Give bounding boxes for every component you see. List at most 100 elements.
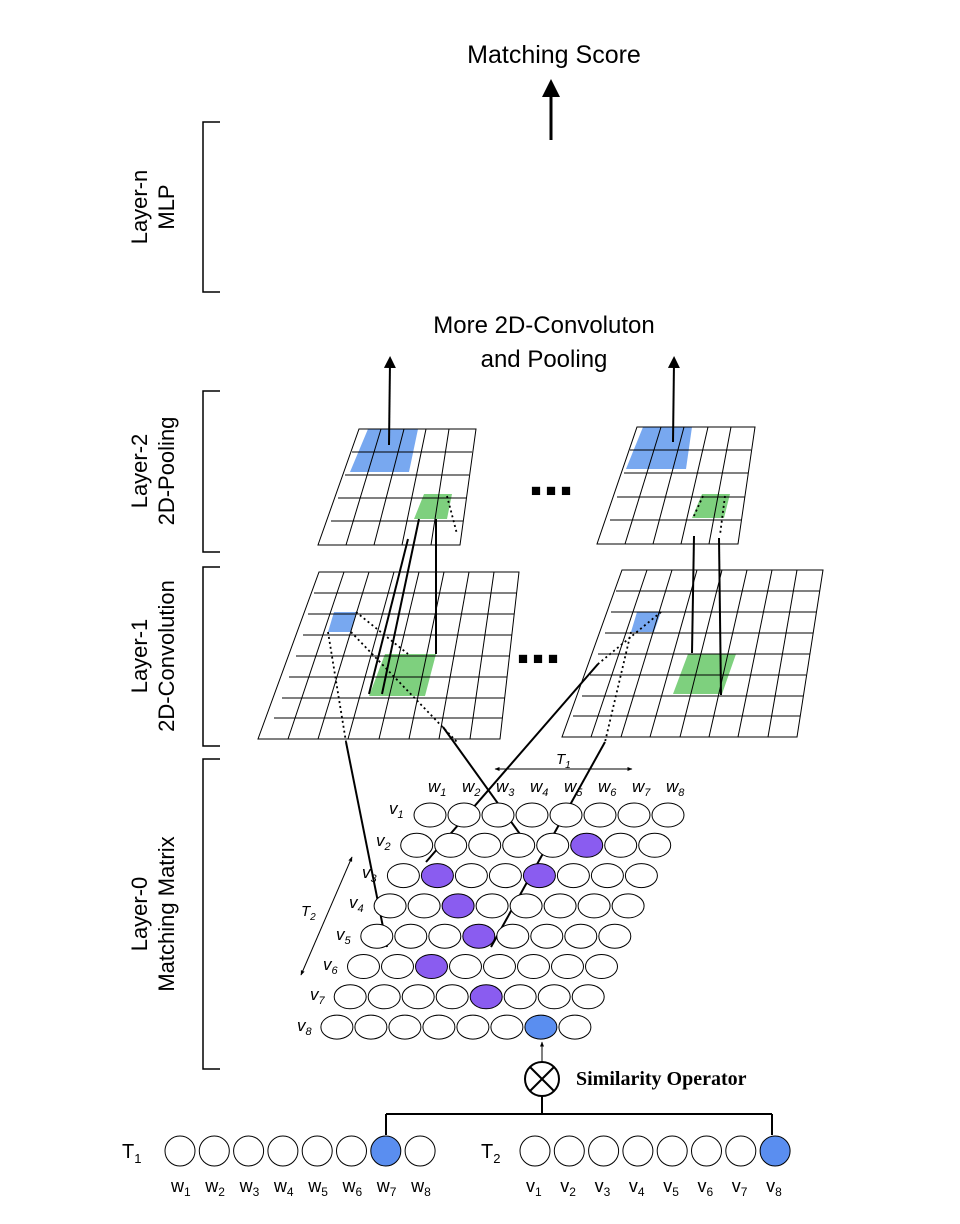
matrix-cell-v1-w3 bbox=[481, 802, 515, 828]
text2-nodes: v1 v2 v3 v4 v5 v6 v7 v8 bbox=[519, 1135, 791, 1199]
matrix-column-labels: w1 w2 w3 w4 w5 w6 w7 w8 bbox=[428, 777, 685, 799]
conv-left-green-cell bbox=[369, 654, 436, 696]
text2-word-label-8: v8 bbox=[766, 1176, 782, 1199]
layer-n-line2: MLP bbox=[154, 184, 179, 229]
row-label-v2: v2 bbox=[376, 831, 391, 853]
matrix-cell-v6-w7 bbox=[551, 954, 584, 979]
matrix-cell-v8-w6 bbox=[490, 1014, 524, 1040]
matrix-cell-v2-w3 bbox=[468, 832, 502, 858]
matrix-cell-v3-w7 bbox=[590, 863, 624, 889]
matrix-cell-v2-w2 bbox=[434, 832, 468, 858]
text1-word-label-4: w4 bbox=[273, 1176, 294, 1199]
column-label-w2: w2 bbox=[462, 777, 480, 799]
bracket-layer-1 bbox=[202, 566, 220, 747]
matrix-cell-v3-w2 bbox=[420, 863, 454, 889]
matrix-cell-v4-w5 bbox=[509, 893, 543, 919]
matrix-cell-v2-w6 bbox=[570, 832, 604, 858]
pooling-left-grid-lines bbox=[317, 428, 477, 546]
text1-node-6 bbox=[336, 1135, 367, 1167]
matrix-cell-v7-w7 bbox=[537, 984, 571, 1010]
text1-word-label-8: w8 bbox=[410, 1176, 431, 1199]
matrix-cell-v5-w5 bbox=[496, 923, 530, 949]
layer-1-line1: Layer-1 bbox=[127, 619, 152, 694]
matrix-cell-v8-w1 bbox=[320, 1014, 354, 1040]
matrix-cell-v6-w3 bbox=[415, 954, 448, 979]
operator-input-lines bbox=[385, 1096, 773, 1135]
pooling-left-blue-cell bbox=[350, 429, 418, 472]
text2-word-label-3: v3 bbox=[595, 1176, 611, 1199]
matrix-cell-v2-w8 bbox=[638, 832, 672, 858]
matrix-cell-v7-w4 bbox=[435, 984, 469, 1010]
text2-node-1 bbox=[519, 1135, 551, 1167]
matrix-cell-v6-w1 bbox=[347, 954, 380, 979]
matrix-cell-v8-w5 bbox=[456, 1014, 490, 1040]
t1-axis-label: T1 bbox=[556, 751, 571, 771]
text1-word-label-6: w6 bbox=[342, 1176, 363, 1199]
text1-node-7 bbox=[370, 1135, 402, 1167]
pooling-left-green-cell bbox=[414, 494, 452, 519]
matrix-cell-v1-w5 bbox=[549, 802, 583, 828]
pooling-connectors bbox=[368, 495, 726, 696]
row-label-v7: v7 bbox=[310, 985, 326, 1007]
matrix-cell-v5-w6 bbox=[530, 923, 564, 949]
matrix-cell-v1-w7 bbox=[617, 802, 651, 828]
column-label-w5: w5 bbox=[564, 777, 583, 799]
text2-node-5 bbox=[656, 1135, 688, 1167]
row-label-v3: v3 bbox=[362, 863, 378, 885]
subtitle-line-2: and Pooling bbox=[481, 346, 608, 373]
text2-node-2 bbox=[553, 1135, 585, 1167]
matrix-cell-v3-w1 bbox=[386, 863, 420, 889]
text1-node-4 bbox=[267, 1135, 299, 1167]
matrix-cell-v5-w4 bbox=[462, 923, 496, 949]
row-label-v4: v4 bbox=[349, 893, 364, 915]
pooling-right-grid-lines bbox=[596, 426, 756, 545]
matrix-cell-v8-w3 bbox=[388, 1014, 422, 1040]
matrix-cell-v4-w8 bbox=[611, 893, 645, 919]
text2-word-label-7: v7 bbox=[732, 1176, 748, 1199]
matrix-cell-v2-w1 bbox=[400, 832, 434, 858]
matrix-cell-v2-w4 bbox=[502, 832, 536, 858]
matrix-cell-v6-w2 bbox=[381, 954, 414, 979]
row-label-v5: v5 bbox=[336, 925, 352, 947]
row-label-v1: v1 bbox=[389, 799, 404, 821]
layer-brackets bbox=[202, 121, 220, 1070]
ellipsis-lower: ■ ■ ■ bbox=[518, 649, 558, 668]
layer-0-line1: Layer-0 bbox=[127, 877, 152, 952]
matrix-cell-v6-w6 bbox=[517, 954, 550, 979]
text1-node-2 bbox=[198, 1135, 230, 1167]
matrix-cell-v7-w2 bbox=[367, 984, 401, 1010]
column-label-w6: w6 bbox=[598, 777, 617, 799]
layer-1-line2: 2D-Convolution bbox=[154, 580, 179, 732]
text2-node-6 bbox=[691, 1135, 722, 1167]
layer-2-line2: 2D-Pooling bbox=[154, 417, 179, 526]
matrix-cell-v3-w6 bbox=[556, 863, 590, 889]
subtitle-line-1: More 2D-Convoluton bbox=[433, 312, 654, 339]
similarity-operator-label: Similarity Operator bbox=[576, 1068, 747, 1090]
pooling-left-arrow bbox=[383, 356, 396, 446]
conv-left-grid-lines bbox=[257, 571, 520, 740]
matrix-cell-v8-w7 bbox=[524, 1014, 558, 1040]
text2-label: T2 bbox=[481, 1141, 500, 1166]
text1-label: T1 bbox=[122, 1141, 141, 1166]
layer-2-line1: Layer-2 bbox=[127, 434, 152, 509]
matrix-cell-v1-w1 bbox=[413, 802, 447, 828]
text1-word-label-3: w3 bbox=[239, 1176, 260, 1199]
bracket-layer-2 bbox=[202, 390, 220, 553]
text2-node-4 bbox=[622, 1135, 654, 1167]
bracket-layer-0 bbox=[202, 758, 220, 1070]
matrix-cell-v7-w1 bbox=[333, 984, 367, 1010]
matrix-cell-v6-w4 bbox=[449, 954, 482, 979]
matrix-cell-v1-w4 bbox=[515, 802, 549, 828]
pooling-right-arrow bbox=[667, 356, 680, 443]
text2-word-label-2: v2 bbox=[560, 1176, 576, 1199]
ellipsis-upper: ■ ■ ■ bbox=[531, 481, 571, 500]
text2-node-3 bbox=[588, 1135, 620, 1167]
matrix-cell-v7-w8 bbox=[571, 984, 605, 1010]
matrix-cell-v4-w7 bbox=[577, 893, 611, 919]
matrix-cell-v1-w8 bbox=[651, 802, 685, 828]
matrix-cell-v5-w1 bbox=[360, 923, 394, 949]
column-label-w4: w4 bbox=[530, 777, 548, 799]
t2-axis-label: T2 bbox=[301, 903, 316, 923]
matrix-cell-v2-w5 bbox=[536, 832, 570, 858]
matrix-cell-v4-w2 bbox=[407, 893, 441, 919]
